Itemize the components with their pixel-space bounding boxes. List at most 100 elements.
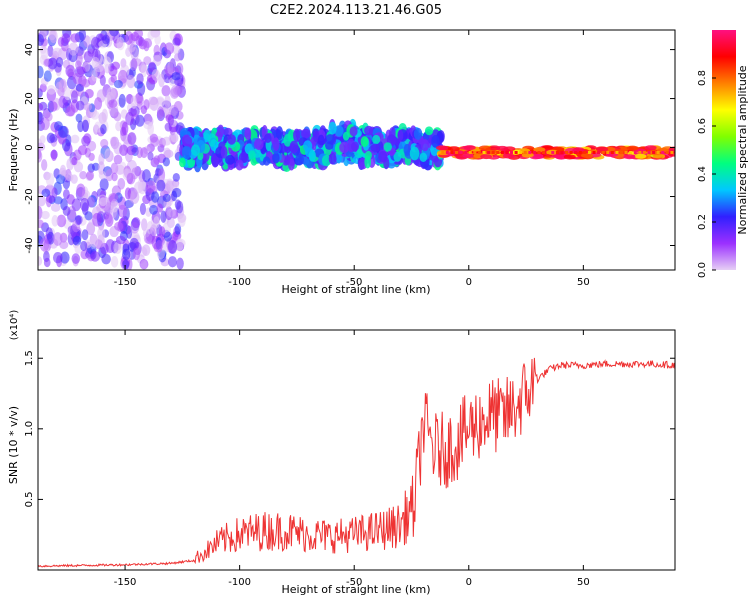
heatmap-cell <box>75 113 83 123</box>
heatmap-cell <box>46 85 56 95</box>
heatmap-cell <box>43 70 52 82</box>
heatmap-cell <box>623 154 636 160</box>
snr-y-tick-label: 0.5 <box>24 491 35 507</box>
heatmap-cell <box>110 74 117 83</box>
heatmap-cell <box>436 145 449 151</box>
heatmap-cell <box>43 257 51 268</box>
heatmap-cell <box>578 150 582 154</box>
heatmap-cell <box>147 151 154 161</box>
heatmap-cell <box>55 81 63 95</box>
heatmap-cell <box>569 150 573 154</box>
heatmap-cell <box>119 144 128 156</box>
heatmap-cell <box>364 125 374 136</box>
heatmap-x-tick-label: -50 <box>346 277 362 288</box>
heatmap-cell <box>165 180 174 192</box>
heatmap-cell <box>560 150 564 154</box>
heatmap-cell <box>62 189 70 200</box>
heatmap-cell <box>156 203 164 213</box>
heatmap-cell <box>110 136 117 147</box>
heatmap-cell <box>397 129 404 142</box>
heatmap-cell <box>52 232 63 246</box>
heatmap-cell <box>70 33 81 43</box>
heatmap-cell <box>634 153 647 159</box>
snr-y-axis: 0.5 1.0 1.5 <box>24 350 675 507</box>
heatmap-cell <box>150 136 160 147</box>
heatmap-cell <box>174 52 182 62</box>
heatmap-cell <box>41 159 48 171</box>
heatmap-cell <box>211 153 220 168</box>
heatmap-cell <box>626 145 639 151</box>
heatmap-y-tick-label: 0 <box>24 144 35 150</box>
heatmap-cell <box>321 155 332 167</box>
heatmap-cell <box>126 172 136 185</box>
heatmap-cell <box>75 215 83 225</box>
colorbar-tick-label: 0.4 <box>697 166 708 182</box>
heatmap-cell <box>114 221 124 231</box>
heatmap-cell <box>126 74 136 89</box>
heatmap-cell <box>289 140 299 154</box>
colorbar-tick-label: 0.6 <box>697 118 708 134</box>
heatmap-cell <box>565 150 569 154</box>
heatmap-cell <box>153 155 161 165</box>
heatmap-cell <box>137 178 146 190</box>
heatmap-cell <box>480 154 493 160</box>
heatmap-y-tick-label: -20 <box>24 188 35 204</box>
heatmap-cell <box>145 180 156 193</box>
heatmap-cell <box>105 239 116 253</box>
figure-title: C2E2.2024.113.21.46.G05 <box>270 3 442 18</box>
heatmap-cell <box>175 238 184 252</box>
heatmap-cell <box>272 152 280 164</box>
heatmap-cell <box>47 57 58 70</box>
heatmap-cell <box>47 45 54 58</box>
heatmap-cell <box>487 150 491 154</box>
heatmap-cell <box>510 150 514 154</box>
heatmap-cell <box>563 154 576 160</box>
heatmap-cell <box>208 133 216 147</box>
heatmap-cell <box>91 69 98 82</box>
heatmap-x-tick-label: 50 <box>577 277 590 288</box>
heatmap-cell <box>62 206 71 216</box>
heatmap-cell <box>60 251 70 264</box>
heatmap-cell <box>179 157 186 168</box>
heatmap-cell <box>38 65 44 79</box>
heatmap-cell <box>71 198 81 212</box>
heatmap-cell <box>115 235 126 245</box>
heatmap-cell <box>596 146 609 152</box>
heatmap-cell <box>574 150 578 154</box>
heatmap-cell <box>275 126 284 141</box>
heatmap-cell <box>633 150 637 154</box>
heatmap-cell <box>463 145 476 151</box>
heatmap-cell <box>161 85 171 97</box>
heatmap-cell <box>125 111 134 126</box>
heatmap-cell <box>459 150 463 154</box>
heatmap-cell <box>72 235 82 246</box>
heatmap-cell <box>163 231 172 242</box>
heatmap-cell <box>182 135 193 147</box>
heatmap-cell <box>38 256 43 266</box>
heatmap-cell <box>293 128 301 142</box>
heatmap-cell <box>94 121 103 133</box>
heatmap-cell <box>160 210 167 223</box>
heatmap-cell <box>136 146 144 159</box>
heatmap-cell <box>58 125 68 138</box>
heatmap-cell <box>170 131 179 143</box>
heatmap-cell <box>420 139 430 152</box>
heatmap-cell <box>131 217 141 229</box>
heatmap-cell <box>153 54 162 67</box>
heatmap-cell <box>419 152 428 163</box>
heatmap-cell <box>49 133 58 143</box>
heatmap-cell <box>143 40 150 52</box>
heatmap-cell <box>63 86 72 101</box>
heatmap-cell <box>124 30 134 45</box>
heatmap-cell <box>191 144 201 156</box>
heatmap-y-axis: -40 -20 0 20 40 <box>24 43 675 254</box>
heatmap-cell <box>113 80 123 89</box>
heatmap-cell <box>71 156 78 166</box>
heatmap-cell <box>378 151 388 162</box>
heatmap-cell <box>403 143 411 156</box>
heatmap-cell <box>587 150 591 154</box>
heatmap-cell <box>514 150 518 154</box>
heatmap-cell <box>521 152 534 158</box>
heatmap-cell <box>51 215 59 227</box>
